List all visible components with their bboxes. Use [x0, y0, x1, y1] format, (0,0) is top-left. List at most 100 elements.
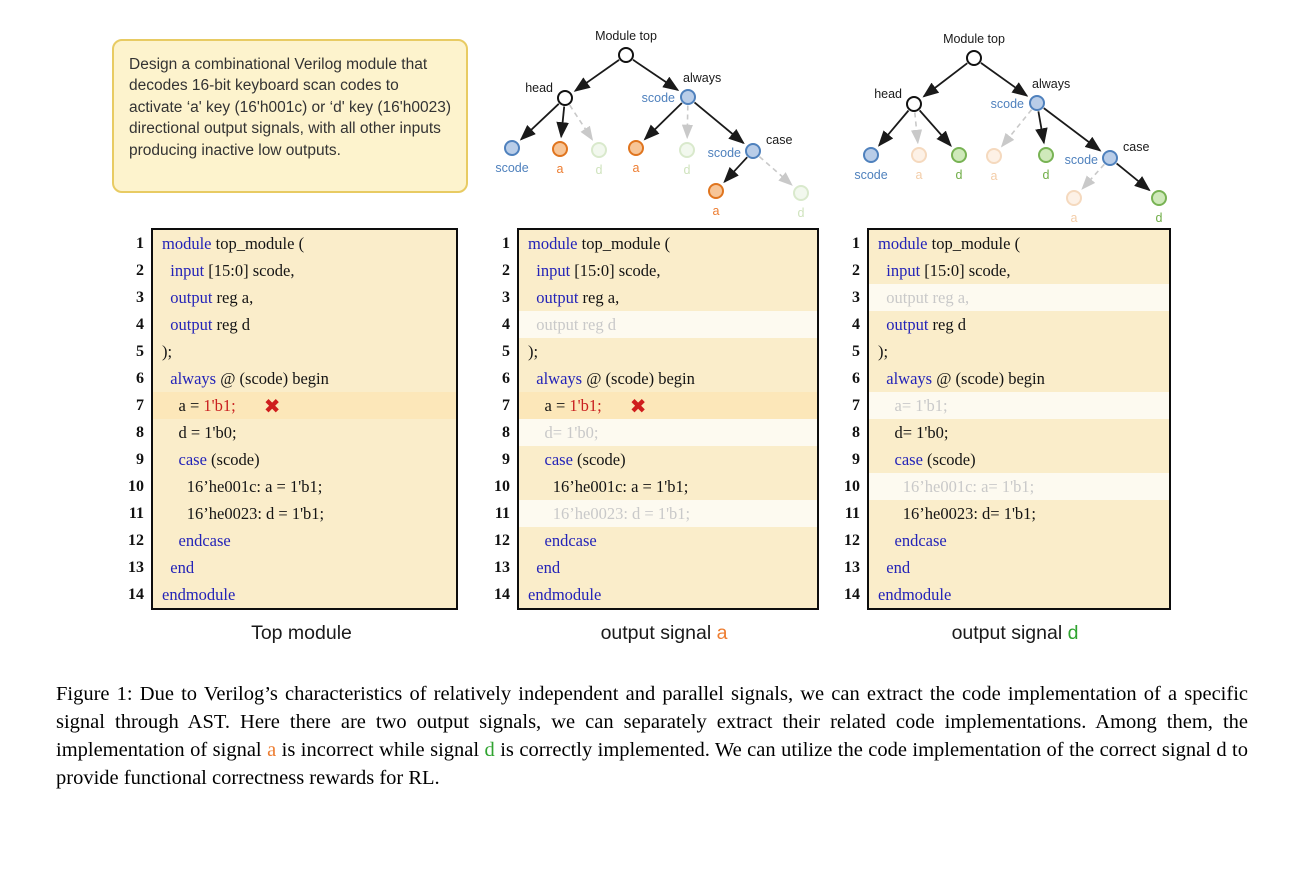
line-number: 9: [502, 451, 510, 468]
tree-node-label: always: [1032, 77, 1070, 91]
tree-node-label: head: [525, 81, 553, 95]
line-number: 5: [502, 343, 510, 360]
line-number: 1: [136, 235, 144, 252]
code-token: 16’he001c: a= 1'b1;: [878, 476, 1035, 496]
tree-node-orange_faded: [911, 147, 927, 163]
tree-node-white: [557, 90, 573, 106]
tree-edge-solid: [922, 62, 968, 98]
code-token: [878, 369, 886, 389]
panel-caption-text: output signal: [951, 622, 1068, 644]
code-error-token: 1'b1;: [203, 395, 236, 415]
tree-node-label: scode: [1065, 153, 1098, 167]
code-keyword: endmodule: [162, 584, 236, 604]
tree-node-label: a: [633, 161, 640, 175]
code-keyword: end: [536, 557, 561, 577]
line-number: 14: [128, 586, 144, 603]
code-keyword: input: [886, 260, 921, 280]
code-line: input [15:0] scode,: [869, 257, 1169, 284]
code-line: endcase: [519, 527, 817, 554]
tree-node-blue: [863, 147, 879, 163]
code-line: d= 1'b0;: [519, 419, 817, 446]
code-line: 16’he0023: d = 1'b1;: [153, 500, 456, 527]
tree-node-orange_faded: [986, 148, 1002, 164]
code-token: [528, 261, 536, 281]
code-panel-signal-d: 1 2 3 4 5 6 7 8 9 10 11 12 13 14 module top_module ( i…: [834, 228, 1171, 610]
line-number: 6: [852, 370, 860, 387]
code-token: [878, 261, 886, 281]
line-number: 6: [502, 370, 510, 387]
tree-edge-solid: [1035, 111, 1048, 145]
line-number: 7: [502, 397, 510, 414]
panel-caption-signal-d: output signal d: [863, 622, 1167, 645]
code-keyword: endmodule: [528, 584, 602, 604]
error-cross-icon: ✖: [263, 393, 281, 418]
tree-node-label: case: [766, 133, 792, 147]
code-line: d = 1'b0;: [153, 419, 456, 446]
tree-node-blue: [1029, 95, 1045, 111]
code-keyword: module: [878, 233, 928, 253]
code-token: );: [528, 341, 539, 361]
code-keyword: always: [886, 368, 933, 388]
code-panel-signal-a: 1 2 3 4 5 6 7 8 9 10 11 12 13 14 module top_module ( i…: [484, 228, 819, 610]
tree-edge-dashed: [910, 112, 923, 145]
caption-segment: is incorrect while signal: [276, 739, 485, 762]
line-number: 5: [852, 343, 860, 360]
code-token: );: [162, 341, 173, 361]
code-token: [528, 369, 536, 389]
code-token: reg d: [212, 314, 250, 334]
tree-node-label: scode: [495, 161, 528, 175]
code-token: [528, 558, 536, 578]
code-line: end: [153, 554, 456, 581]
tree-node-orange_faded: [1066, 190, 1082, 206]
code-token: [162, 369, 170, 389]
tree-node-label: d: [1043, 168, 1050, 182]
tree-edge-solid: [723, 156, 748, 184]
code-line: module top_module (: [153, 230, 456, 257]
code-token: a =: [528, 395, 570, 415]
tree-edge-solid: [877, 109, 910, 147]
tree-node-green_faded: [793, 185, 809, 201]
tree-node-label: a: [713, 204, 720, 218]
figure-caption: Figure 1: Due to Verilog’s characteristi…: [56, 680, 1248, 792]
code-line: output reg a,: [519, 284, 817, 311]
line-number: 3: [852, 289, 860, 306]
code-line: input [15:0] scode,: [153, 257, 456, 284]
code-box: module top_module ( input [15:0] scode, …: [517, 228, 819, 610]
code-keyword: end: [886, 557, 911, 577]
tree-node-label: a: [991, 169, 998, 183]
code-token: [162, 531, 179, 551]
code-token: [878, 450, 895, 470]
tree-edge-solid: [1116, 162, 1151, 192]
tree-node-white: [906, 96, 922, 112]
line-number: 6: [136, 370, 144, 387]
caption-segment: Figure 1: Due to Verilog’s characteristi…: [56, 683, 1248, 762]
line-number: 8: [502, 424, 510, 441]
line-number: 7: [852, 397, 860, 414]
code-line: 16’he001c: a = 1'b1;: [519, 473, 817, 500]
code-keyword: input: [170, 260, 205, 280]
tree-node-label: d: [798, 206, 805, 220]
code-token: 16’he0023: d= 1'b1;: [878, 503, 1037, 523]
tree-node-label: d: [1156, 211, 1163, 225]
line-number: 7: [136, 397, 144, 414]
tree-node-label: Module top: [595, 29, 657, 43]
code-token: top_module (: [211, 233, 305, 253]
line-number: 3: [502, 289, 510, 306]
code-keyword: module: [162, 233, 212, 253]
code-token: [162, 558, 170, 578]
panel-caption-text: Top module: [251, 622, 352, 644]
panel-caption-text: output signal: [600, 622, 717, 644]
code-keyword: output: [536, 287, 579, 307]
code-token: 16’he001c: a = 1'b1;: [528, 476, 689, 496]
code-keyword: always: [170, 368, 217, 388]
code-keyword: output: [170, 287, 213, 307]
line-number: 13: [844, 559, 860, 576]
line-number: 1: [852, 235, 860, 252]
tree-node-blue: [504, 140, 520, 156]
code-line: always @ (scode) begin: [869, 365, 1169, 392]
code-token: 16’he0023: d = 1'b1;: [162, 503, 325, 523]
code-token: output reg a,: [878, 287, 970, 307]
code-line: output reg a,: [153, 284, 456, 311]
code-keyword: input: [536, 260, 571, 280]
code-keyword: output: [886, 314, 929, 334]
